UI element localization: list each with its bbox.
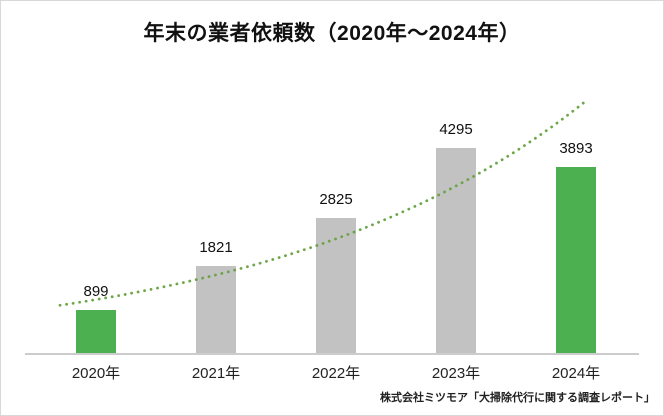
chart-title: 年末の業者依頼数（2020年～2024年）: [143, 22, 521, 45]
bar: [436, 148, 476, 353]
bar: [76, 310, 116, 353]
x-axis-line: [25, 353, 639, 355]
x-axis-label: 2024年: [551, 365, 601, 382]
source-caption: 株式会社ミツモア「大掃除代行に関する調査レポート」: [380, 392, 655, 404]
x-axis-label: 2020年: [71, 365, 121, 382]
bar-value-label: 2825: [319, 191, 353, 208]
bar: [316, 218, 356, 353]
bar-value-label: 1821: [199, 239, 233, 256]
x-axis-label: 2022年: [311, 365, 361, 382]
bar-value-label: 899: [83, 283, 109, 300]
x-axis-label: 2023年: [431, 365, 481, 382]
bar: [196, 266, 236, 353]
bar: [556, 167, 596, 353]
x-axis-label: 2021年: [191, 365, 241, 382]
bar-value-label: 4295: [439, 121, 473, 138]
bar-value-label: 3893: [559, 140, 593, 157]
